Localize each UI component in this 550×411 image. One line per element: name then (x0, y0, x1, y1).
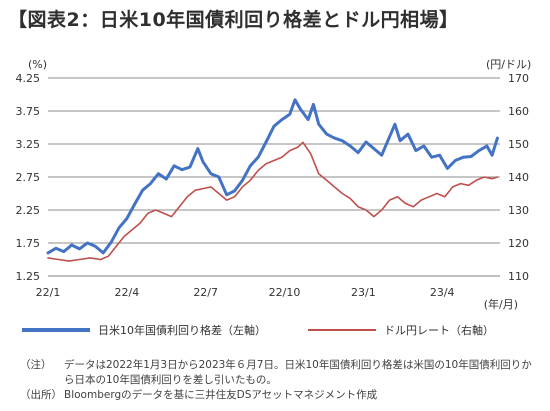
right-tick-label: 120 (508, 237, 529, 250)
right-tick-label: 110 (508, 270, 529, 283)
note-label: （注） (20, 359, 52, 371)
x-tick-label: 23/1 (351, 286, 376, 299)
x-tick-label: 22/4 (114, 286, 139, 299)
note-text: データは2022年1月3日から2023年６月7日。日米10年国債利回り格差は米国… (64, 359, 532, 386)
chart-title: 【図表2：日米10年国債利回り格差とドル円相場】 (8, 9, 459, 31)
note-row: （注） データは2022年1月3日から2023年６月7日。日米10年国債利回り格… (20, 358, 534, 388)
x-tick-label: 22/10 (269, 286, 301, 299)
right-tick-label: 130 (508, 204, 529, 217)
x-tick-label: 22/1 (36, 286, 61, 299)
chart-plot: 4.25 3.75 3.25 2.75 2.25 1.75 1.25 170 160 150 140… (16, 58, 532, 311)
series-layer (46, 98, 499, 262)
right-tick-label: 170 (508, 72, 529, 85)
x-tick-label: 23/4 (430, 286, 455, 299)
left-tick-label: 2.75 (16, 171, 41, 184)
source-row: （出所） Bloombergのデータを基に三井住友DSアセットマネジメント作成 (20, 388, 534, 403)
right-axis-unit: (円/ドル) (486, 58, 531, 71)
right-tick-label: 140 (508, 171, 529, 184)
right-tick-label: 160 (508, 105, 529, 118)
legend-item-usdjpy: ドル円レート（右軸） (308, 322, 494, 338)
legend-swatch-usdjpy (308, 329, 376, 331)
source-text: Bloombergのデータを基に三井住友DSアセットマネジメント作成 (64, 389, 378, 401)
legend-label-spread: 日米10年国債利回り格差（左軸） (98, 324, 266, 337)
left-tick-label: 4.25 (16, 72, 41, 85)
footnotes: （注） データは2022年1月3日から2023年６月7日。日米10年国債利回り格… (20, 358, 534, 403)
left-tick-label: 1.75 (16, 237, 41, 250)
x-tick-label: 22/7 (193, 286, 218, 299)
axis-labels: 4.25 3.75 3.25 2.75 2.25 1.75 1.25 170 160 150 140… (16, 58, 532, 311)
source-label: （出所） (20, 389, 62, 401)
x-axis-unit: (年/月) (484, 297, 518, 311)
left-tick-label: 3.25 (16, 138, 41, 151)
left-tick-label: 3.75 (16, 105, 41, 118)
left-axis-unit: (%) (28, 58, 47, 71)
legend-item-spread: 日米10年国債利回り格差（左軸） (22, 322, 266, 338)
grid-lines (48, 77, 500, 277)
legend-swatch-spread (22, 328, 90, 332)
series-line-usdjpy (47, 141, 499, 262)
series-line-spread (46, 98, 499, 255)
left-tick-label: 2.25 (16, 204, 41, 217)
right-tick-label: 150 (508, 138, 529, 151)
left-tick-label: 1.25 (16, 270, 41, 283)
legend-label-usdjpy: ドル円レート（右軸） (384, 324, 494, 337)
